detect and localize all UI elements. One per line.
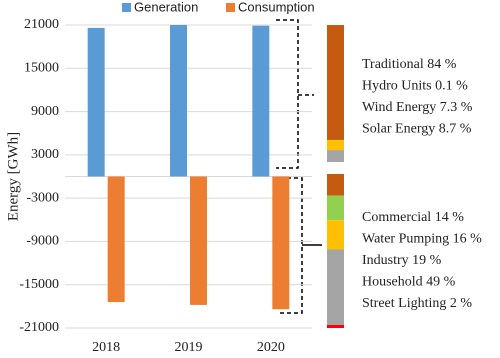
stack-segment [327,195,344,221]
segment-value: 14 % [435,210,465,225]
legend-swatch [122,3,131,12]
bar [87,27,105,177]
segment-label: Street Lighting 2 % [362,296,472,311]
bar [170,25,187,177]
segment-value: 84 % [427,57,457,72]
legend-swatch [226,3,235,12]
segment-label: Commercial 14 % [362,210,464,225]
segment-name: Street Lighting [362,296,446,311]
segment-value: 2 % [450,296,473,311]
stack-segment [327,25,344,140]
segment-name: Wind Energy [362,100,436,115]
segment-value: 19 % [412,253,442,268]
y-tick-label: -21000 [19,320,59,335]
segment-name: Hydro Units [362,79,432,94]
y-axis-label: Energy [GWh] [5,132,21,221]
segment-value: 8.7 % [439,122,472,137]
bracket [280,177,303,314]
stack-segment [327,324,344,328]
segment-label: Solar Energy 8.7 % [362,122,472,137]
segment-label: Household 49 % [362,275,456,290]
y-tick-label: 15000 [24,61,59,76]
stack-segment [327,150,344,162]
x-tick-label: 2018 [92,340,120,355]
x-tick-label: 2019 [175,340,203,355]
y-tick-label: -15000 [19,277,59,292]
stack-segment [327,249,344,325]
bracket [276,19,299,169]
bar [252,25,270,177]
y-tick-label: -9000 [26,234,59,249]
y-tick-label: -3000 [26,190,59,205]
segment-label: Water Pumping 16 % [362,232,482,247]
segment-name: Solar Energy [362,122,435,137]
segment-value: 0.1 % [435,79,468,94]
stack-segment [327,174,344,196]
brackets [276,19,322,314]
segment-name: Traditional [362,57,424,72]
segment-label: Traditional 84 % [362,57,457,72]
legend-label: Generation [134,0,198,14]
bar [107,176,125,303]
stack-segment [327,140,344,151]
segment-name: Commercial [362,210,431,225]
segment-name: Industry [362,253,409,268]
stack-segment [327,220,344,250]
segment-value: 7.3 % [440,100,473,115]
legend: Generation Consumption [122,0,315,14]
y-tick-label: 3000 [31,147,59,162]
segment-label: Wind Energy 7.3 % [362,100,473,115]
segment-label: Hydro Units 0.1 % [362,79,468,94]
y-tick-label: 21000 [24,17,59,32]
legend-label: Consumption [238,0,315,14]
segment-name: Household [362,275,423,290]
segment-label: Industry 19 % [362,253,442,268]
segment-value: 49 % [426,275,456,290]
x-tick-label: 2020 [257,340,285,355]
segment-name: Water Pumping [362,232,449,247]
bar [272,176,290,310]
y-tick-label: 9000 [31,104,59,119]
bar [190,176,207,305]
segment-value: 16 % [453,232,483,247]
